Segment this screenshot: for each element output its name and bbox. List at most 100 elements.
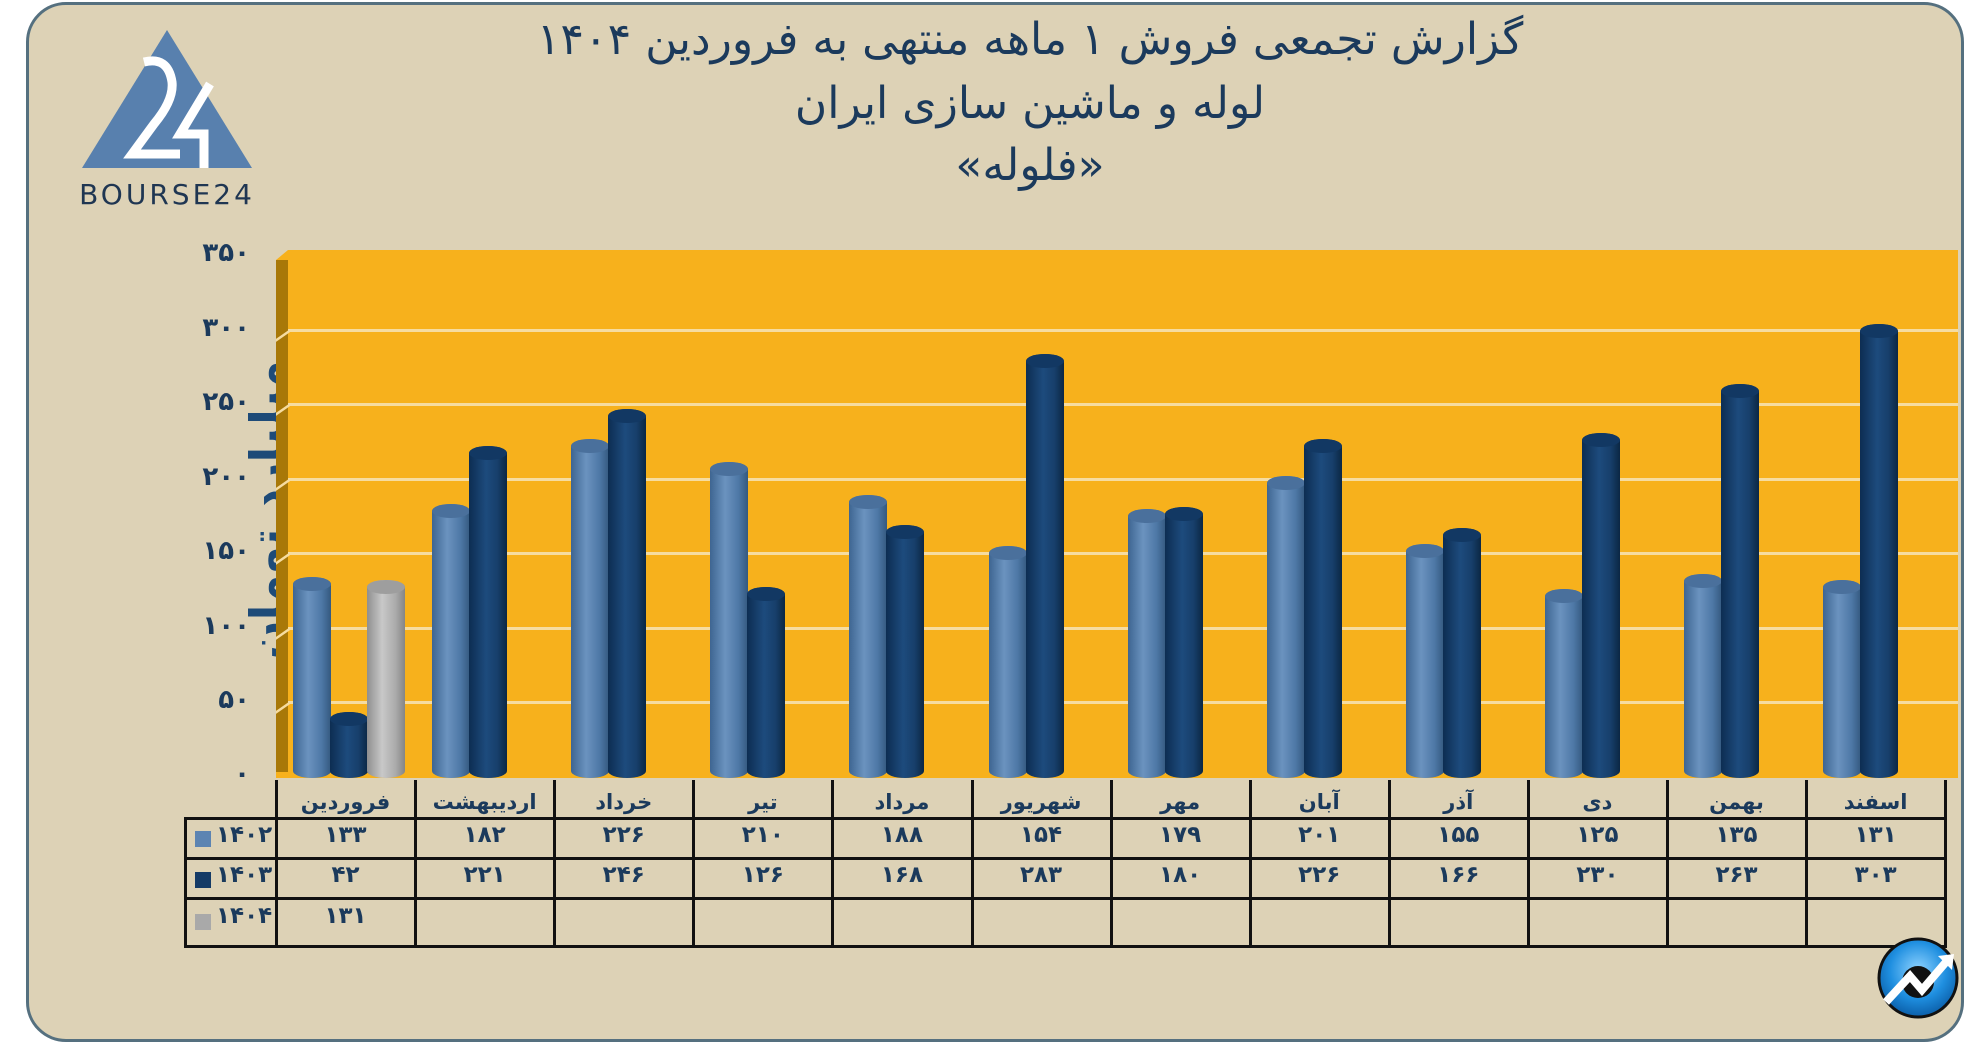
month-header: شهریور [1000,790,1082,814]
bar-۱۴۰۲-4 [710,462,749,778]
y-tick: ۳۰۰ [202,313,250,343]
month-header: تیر [748,790,778,814]
plot-wall-bevel [276,250,288,260]
table-gridline [184,857,1948,860]
y-tick: ۲۵۰ [202,387,250,417]
bar-۱۴۰۴-1 [367,579,405,778]
bar-۱۴۰۲-1 [293,577,331,778]
title-line-1: گزارش تجمعی فروش ۱ ماهه منتهی به فروردین… [536,14,1524,65]
table-gridline [275,780,278,948]
trend-up-arrow-icon [1877,937,1959,1019]
month-header: دی [1582,790,1613,814]
bar-۱۴۰۲-8 [1266,475,1305,778]
table-cell-۱۴۰۲: ۱۷۹ [1159,822,1202,848]
bar-۱۴۰۳-8 [1303,438,1342,778]
bar-۱۴۰۲-3 [571,438,610,778]
table-gridline [1944,780,1948,948]
table-gridline [553,780,557,948]
month-header: اردیبهشت [432,790,537,814]
table-gridline [970,780,974,948]
bar-۱۴۰۳-6 [1025,353,1064,778]
table-cell-۱۴۰۳: ۲۶۳ [1715,862,1758,888]
bar-۱۴۰۲-9 [1405,544,1444,778]
table-gridline [184,945,1948,948]
table-cell-۱۴۰۳: ۳۰۳ [1854,862,1897,888]
month-header: مرداد [874,790,930,814]
month-header: خرداد [595,790,653,814]
table-gridline [184,817,187,948]
y-tick: ۳۵۰ [202,238,250,268]
table-gridline [1248,780,1252,948]
gridline [288,329,1958,332]
bar-۱۴۰۲-5 [849,495,888,778]
table-cell-۱۴۰۲: ۱۳۵ [1715,822,1758,848]
legend-label-1404: ۱۴۰۴ [216,903,273,929]
bar-۱۴۰۲-10 [1544,588,1583,778]
y-tick: ۰ [234,759,250,789]
table-cell-۱۴۰۲: ۲۰۱ [1298,822,1341,848]
table-cell-۱۴۰۲: ۱۳۱ [1854,822,1897,848]
table-cell-۱۴۰۳: ۴۲ [331,862,360,888]
legend-label-1402: ۱۴۰۲ [216,822,273,848]
month-header: آذر [1443,790,1474,814]
table-cell-۱۴۰۲: ۱۳۳ [324,822,367,848]
table-cell-۱۴۰۳: ۱۲۶ [741,862,784,888]
bar-۱۴۰۳-5 [886,524,925,778]
bourse24-logo-icon [82,30,252,168]
bar-۱۴۰۳-3 [608,408,647,778]
legend-key-1404 [195,914,211,930]
table-cell-۱۴۰۳: ۲۸۳ [1019,862,1063,888]
plot-floor [276,772,1958,778]
gridline [288,478,1958,481]
bar-۱۴۰۲-12 [1823,579,1862,778]
bar-۱۴۰۳-11 [1721,383,1759,778]
bar-۱۴۰۲-7 [1127,508,1166,778]
gridline [288,403,1958,406]
table-gridline [1526,780,1530,948]
legend-label-1403: ۱۴۰۳ [216,862,273,888]
gridline [288,627,1958,630]
month-header: اسفند [1843,790,1908,814]
table-gridline [184,817,1948,820]
title-line-2: لوله و ماشین سازی ایران [794,78,1266,129]
month-header: مهر [1160,790,1201,814]
plot-side-wall [276,250,288,775]
gridline [288,552,1958,555]
bar-۱۴۰۳-12 [1860,323,1899,778]
table-cell-۱۴۰۳: ۱۶۶ [1437,862,1480,888]
table-gridline [692,780,696,948]
table-gridline [831,780,835,948]
bar-۱۴۰۳-4 [747,587,786,778]
y-tick: ۵۰ [218,685,250,715]
gridline [288,701,1958,704]
table-cell-۱۴۰۳: ۲۲۱ [463,862,506,888]
legend-key-1403 [195,872,211,888]
bar-۱۴۰۳-1 [330,712,368,778]
bar-۱۴۰۲-6 [988,545,1027,778]
month-header: آبان [1298,790,1340,814]
bar-۱۴۰۳-10 [1581,432,1620,778]
bar-۱۴۰۳-2 [469,446,508,778]
bar-۱۴۰۳-7 [1164,507,1203,778]
y-tick: ۲۰۰ [202,462,250,492]
table-cell-۱۴۰۴: ۱۳۱ [324,903,367,929]
table-gridline [1805,780,1809,948]
table-cell-۱۴۰۳: ۲۲۶ [1298,862,1341,888]
plot-area [288,250,1958,775]
table-gridline [1666,780,1669,948]
table-gridline [1387,780,1391,948]
table-cell-۱۴۰۲: ۱۸۲ [463,822,506,848]
table-cell-۱۴۰۲: ۱۵۵ [1437,822,1480,848]
bar-۱۴۰۲-11 [1684,574,1722,778]
table-cell-۱۴۰۳: ۱۶۸ [880,862,923,888]
y-tick: ۱۰۰ [202,611,250,641]
legend-key-1402 [195,831,211,847]
table-gridline [184,897,1948,900]
month-header: بهمن [1709,790,1764,814]
table-cell-۱۴۰۲: ۱۵۴ [1019,822,1063,848]
logo-text: BOURSE24 [79,178,255,211]
table-cell-۱۴۰۳: ۱۸۰ [1159,862,1202,888]
table-cell-۱۴۰۲: ۲۱۰ [741,822,784,848]
table-cell-۱۴۰۳: ۲۳۰ [1576,862,1619,888]
bar-۱۴۰۳-9 [1442,527,1481,778]
